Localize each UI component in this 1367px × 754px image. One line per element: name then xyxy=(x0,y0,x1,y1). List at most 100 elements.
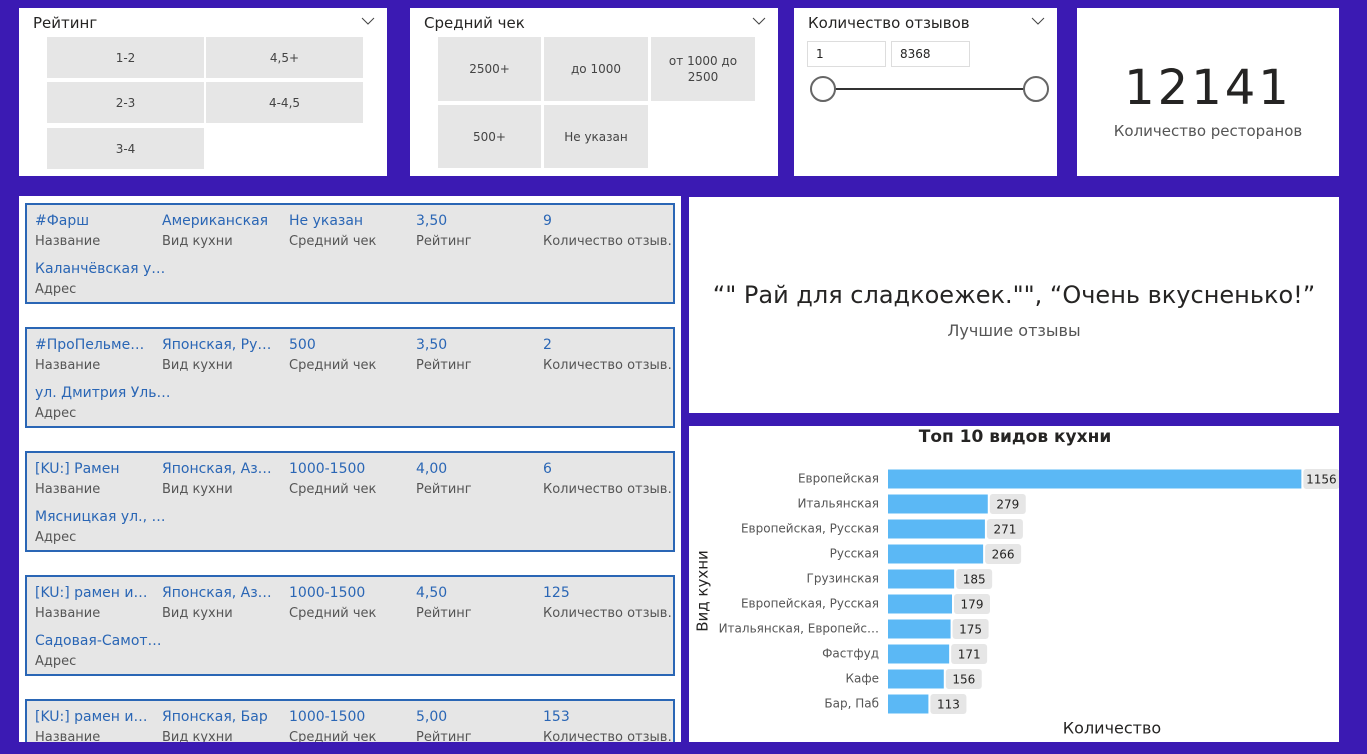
review-text: “" Рай для сладкоежек."", “Очень вкуснен… xyxy=(712,281,1316,309)
y-tick-label: Итальянская xyxy=(797,497,879,511)
field-label: Количество отзыв… xyxy=(543,234,675,249)
filter-option[interactable]: Не указан xyxy=(544,105,648,168)
field-value: Японская, Аз… xyxy=(162,585,272,601)
field-label: Количество отзыв… xyxy=(543,606,675,621)
field-value: Не указан xyxy=(289,213,364,229)
bar xyxy=(888,494,988,514)
chart: Топ 10 видов кухни Количество Вид кухни … xyxy=(694,427,1340,738)
field-label: Адрес xyxy=(35,530,77,545)
rating-filter: Рейтинг 1-2 4,5+ 2-3 4-4,5 3-4 xyxy=(19,8,387,176)
field-value: 2 xyxy=(543,337,552,353)
field-label: Средний чек xyxy=(289,234,377,249)
y-tick-label: Европейская, Русская xyxy=(741,522,879,536)
y-tick-label: Бар, Паб xyxy=(824,697,879,711)
bar xyxy=(888,469,1302,489)
field-value: 3,50 xyxy=(416,213,448,229)
field-label: Рейтинг xyxy=(416,730,472,742)
min-input[interactable]: 1 xyxy=(807,41,886,67)
restaurant-card[interactable]: [KU:] Рамен Название Японская, Аз… Вид кухн… xyxy=(25,451,675,552)
field-label: Рейтинг xyxy=(416,234,472,249)
chart-title: Топ 10 видов кухни xyxy=(919,427,1112,447)
restaurant-card[interactable]: [KU:] рамен и… Название Японская, Аз… Вид к… xyxy=(25,575,675,676)
field-label: Название xyxy=(35,730,101,742)
chart-panel: Топ 10 видов кухни Количество Вид кухни … xyxy=(689,426,1340,742)
field-label: Название xyxy=(35,606,101,621)
field-label: Вид кухни xyxy=(162,482,233,497)
filter-option[interactable]: 4,5+ xyxy=(206,37,363,78)
field-value: 1000-1500 xyxy=(289,461,366,477)
filter-option[interactable]: 2-3 xyxy=(47,82,204,123)
bar xyxy=(888,519,985,539)
data-label-bg xyxy=(985,544,1022,564)
bar xyxy=(888,544,984,564)
review-card: “" Рай для сладкоежек."", “Очень вкуснен… xyxy=(689,197,1339,413)
data-label-bg xyxy=(952,619,989,639)
field-value: [KU:] Рамен xyxy=(35,461,120,477)
field-value: #Фарш xyxy=(35,213,90,229)
bar xyxy=(888,644,950,664)
filter-option[interactable]: 4-4,5 xyxy=(206,82,363,123)
data-label-bg xyxy=(930,694,967,714)
filter-option[interactable]: 3-4 xyxy=(47,128,204,169)
field-value: 125 xyxy=(543,585,570,601)
field-label: Адрес xyxy=(35,654,77,669)
data-label-bg xyxy=(951,644,988,664)
y-tick-label: Фастфуд xyxy=(822,647,879,661)
max-input[interactable]: 8368 xyxy=(891,41,970,67)
field-label: Название xyxy=(35,358,101,373)
filter-title: Рейтинг xyxy=(33,14,98,32)
chevron[interactable] xyxy=(1031,16,1045,26)
field-value: Японская, Ру… xyxy=(162,337,272,353)
filter-option[interactable]: 2500+ xyxy=(438,37,541,101)
filter-option[interactable]: 500+ xyxy=(438,105,541,168)
field-value: Японская, Бар xyxy=(162,709,268,725)
filter-option[interactable]: до 1000 xyxy=(544,37,648,101)
restaurant-card[interactable]: [KU:] рамен и… Название Японская, Бар Вид к… xyxy=(25,699,675,742)
range-slider[interactable] xyxy=(808,75,1052,103)
field-value: 4,00 xyxy=(416,461,448,477)
y-tick-label: Европейская, Русская xyxy=(741,597,879,611)
chevron[interactable] xyxy=(752,16,766,26)
field-value: Японская, Аз… xyxy=(162,461,272,477)
field-value: 153 xyxy=(543,709,570,725)
field-label: Средний чек xyxy=(289,482,377,497)
field-value: Мясницкая ул., … xyxy=(35,509,166,525)
field-value: 3,50 xyxy=(416,337,448,353)
field-label: Рейтинг xyxy=(416,606,472,621)
filter-title: Количество отзывов xyxy=(808,14,970,32)
y-tick-label: Русская xyxy=(830,547,879,561)
field-label: Название xyxy=(35,482,101,497)
bar xyxy=(888,594,953,614)
field-label: Вид кухни xyxy=(162,730,233,742)
field-value: [KU:] рамен и… xyxy=(35,709,148,725)
field-label: Количество отзыв… xyxy=(543,482,675,497)
filter-option[interactable]: от 1000 до 2500 xyxy=(651,37,755,101)
chevron[interactable] xyxy=(361,16,375,26)
data-label-bg xyxy=(945,669,982,689)
bar xyxy=(888,569,955,589)
field-value: ул. Дмитрия Уль… xyxy=(35,385,171,401)
check-filter: Средний чек 2500+ до 1000 от 1000 до 2500 5… xyxy=(410,8,778,176)
field-value: 9 xyxy=(543,213,552,229)
field-label: Название xyxy=(35,234,101,249)
data-label: 156 xyxy=(952,673,975,687)
field-value: 1000-1500 xyxy=(289,585,366,601)
field-label: Вид кухни xyxy=(162,358,233,373)
data-label-bg xyxy=(954,594,991,614)
restaurant-card[interactable]: #Фарш Название Американская Вид кухни Не ука… xyxy=(25,203,675,304)
field-value: Американская xyxy=(162,213,269,229)
field-label: Вид кухни xyxy=(162,234,233,249)
restaurant-card[interactable]: #ПроПельме… Название Японская, Ру… Вид кухн… xyxy=(25,327,675,428)
x-axis-title: Количество xyxy=(1063,719,1161,738)
field-value: [KU:] рамен и… xyxy=(35,585,148,601)
data-label-bg xyxy=(989,494,1026,514)
field-value: Каланчёвская у… xyxy=(35,261,166,277)
kpi-label: Количество ресторанов xyxy=(1113,122,1303,140)
filter-option[interactable]: 1-2 xyxy=(47,37,204,78)
field-label: Вид кухни xyxy=(162,606,233,621)
review-label: Лучшие отзывы xyxy=(947,321,1081,340)
data-label-bg xyxy=(986,519,1023,539)
data-label: 279 xyxy=(996,498,1019,512)
field-label: Адрес xyxy=(35,282,77,297)
